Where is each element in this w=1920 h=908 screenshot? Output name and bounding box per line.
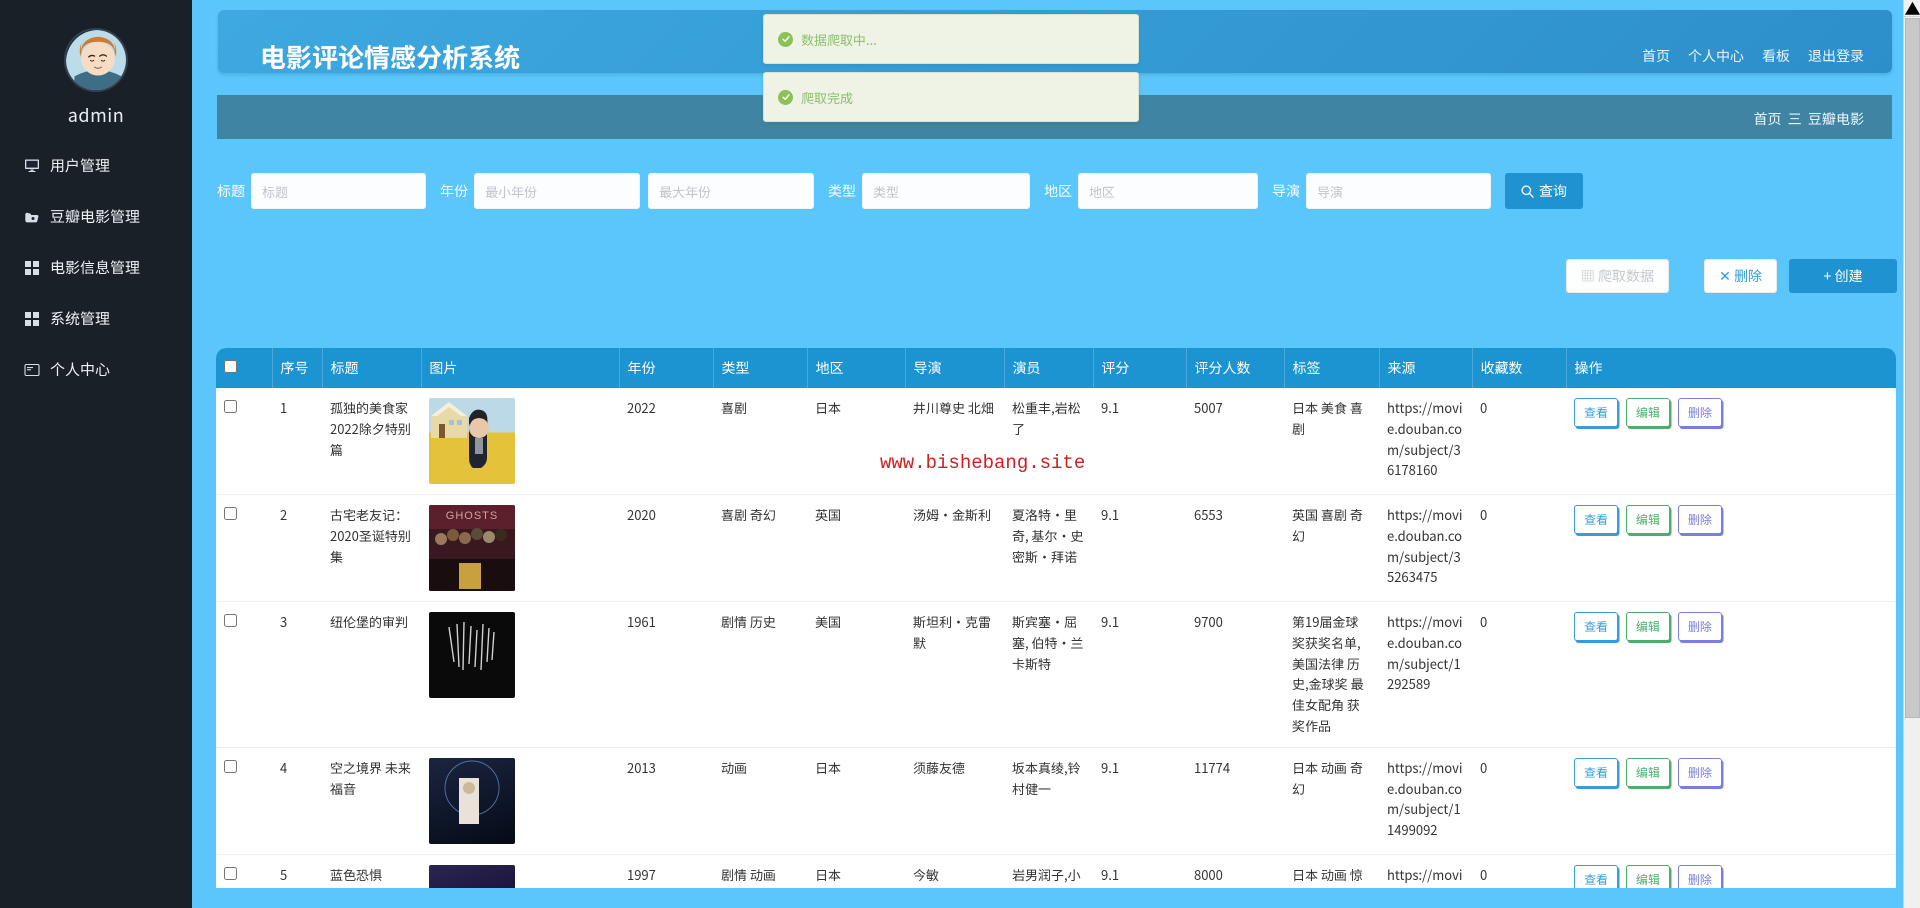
svg-text:GHOSTS: GHOSTS — [446, 510, 498, 522]
